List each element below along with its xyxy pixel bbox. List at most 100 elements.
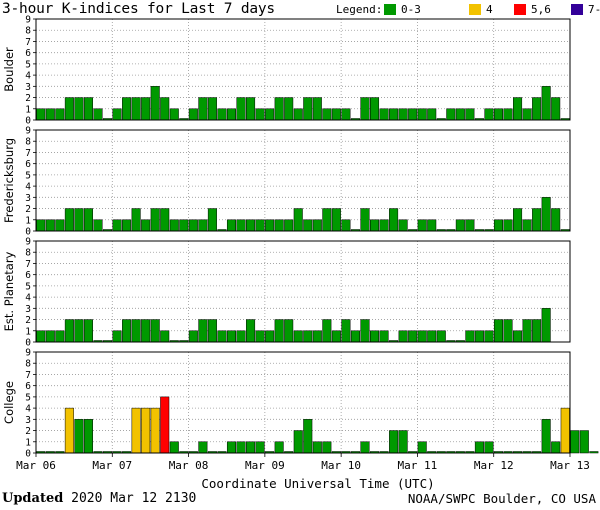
y-tick-label: 1	[25, 437, 31, 448]
k-index-bar	[74, 97, 84, 121]
y-tick-label: 4	[25, 71, 31, 82]
k-index-bar	[83, 208, 93, 232]
k-index-bar	[169, 219, 179, 232]
y-tick-label: 9	[25, 15, 31, 26]
k-index-bar	[55, 219, 65, 232]
k-index-bar	[255, 219, 265, 232]
y-tick-label: 2	[25, 426, 31, 437]
y-tick-label: 7	[25, 37, 31, 48]
x-tick-label: Mar 11	[398, 459, 438, 472]
k-index-bar	[131, 407, 141, 454]
legend-swatch	[469, 4, 481, 15]
k-index-bar	[122, 97, 132, 121]
panel-label: College	[2, 381, 16, 424]
k-index-bar	[64, 407, 74, 454]
y-tick-label: 8	[25, 26, 31, 37]
k-index-bar	[226, 219, 236, 232]
k-index-bar	[160, 396, 170, 454]
k-index-bar	[246, 97, 256, 121]
k-index-bar	[246, 219, 256, 232]
k-index-bar	[360, 319, 370, 343]
x-tick-label: Mar 09	[245, 459, 285, 472]
k-index-bar	[427, 330, 437, 343]
k-index-bar	[83, 419, 93, 454]
y-tick-label: 6	[25, 381, 31, 392]
k-index-bar	[284, 219, 294, 232]
k-index-bar	[217, 330, 227, 343]
updated-timestamp: Updated 2020 Mar 12 2130	[2, 491, 196, 506]
k-index-bar	[207, 208, 217, 232]
k-index-bar	[169, 108, 179, 121]
k-index-bar	[513, 97, 523, 121]
k-index-bar	[370, 330, 380, 343]
k-index-bar	[398, 108, 408, 121]
k-index-bar	[493, 108, 504, 121]
k-index-bar	[55, 330, 65, 343]
k-index-bar	[493, 219, 504, 232]
legend-item-label: 5,6	[531, 3, 551, 16]
panel-frame	[35, 18, 571, 121]
k-index-bar	[484, 108, 494, 121]
k-index-bar	[150, 407, 160, 454]
k-index-bar	[484, 330, 494, 343]
k-index-bar	[179, 219, 189, 232]
k-index-bar	[207, 97, 217, 121]
k-index-bar	[312, 97, 322, 121]
k-index-bar	[160, 330, 170, 343]
k-index-bar	[112, 330, 122, 343]
y-tick-label: 8	[25, 137, 31, 148]
k-index-bar	[474, 441, 484, 454]
k-index-bar	[570, 430, 580, 454]
k-index-bar	[160, 97, 170, 121]
x-tick-label: Mar 06	[16, 459, 56, 472]
y-tick-label: 0	[25, 338, 31, 349]
k-index-bar	[74, 208, 84, 232]
k-index-bar	[64, 208, 74, 232]
k-index-bar	[255, 108, 265, 121]
y-tick-label: 7	[25, 148, 31, 159]
k-index-bar	[341, 319, 351, 343]
k-index-bar	[560, 407, 570, 454]
k-index-bar	[551, 208, 561, 232]
k-index-bar	[589, 451, 599, 454]
y-tick-label: 8	[25, 248, 31, 259]
source-credit: NOAA/SWPC Boulder, CO USA	[407, 491, 596, 506]
k-index-bar	[188, 219, 198, 232]
k-index-bar	[522, 108, 532, 121]
k-index-bar	[541, 197, 551, 232]
k-index-bar	[312, 441, 322, 454]
y-tick-label: 9	[25, 126, 31, 137]
k-index-bar	[131, 319, 141, 343]
y-tick-label: 6	[25, 48, 31, 59]
k-index-bar	[579, 430, 589, 454]
panel-frame	[35, 129, 571, 232]
panel-background	[36, 130, 570, 231]
k-index-bar	[379, 330, 389, 343]
k-index-bar	[255, 330, 265, 343]
k-index-bar	[226, 330, 236, 343]
k-index-bar	[274, 441, 284, 454]
k-index-bar	[293, 430, 303, 454]
k-index-bar	[389, 208, 399, 232]
k-index-bar	[465, 330, 475, 343]
k-index-bar	[360, 441, 370, 454]
legend-item-label: 0-3	[401, 3, 421, 16]
k-index-bar	[226, 108, 236, 121]
y-tick-label: 0	[25, 116, 31, 127]
k-index-bar	[522, 319, 532, 343]
k-index-bar	[417, 441, 427, 454]
k-index-bar	[217, 108, 227, 121]
updated-value: 2020 Mar 12 2130	[71, 491, 197, 506]
k-index-bar	[532, 208, 542, 232]
y-tick-label: 0	[25, 227, 31, 238]
k-index-bar	[236, 330, 246, 343]
y-tick-label: 6	[25, 270, 31, 281]
k-index-bar	[45, 330, 55, 343]
panel-label: Est. Planetary	[2, 251, 16, 331]
k-index-bar	[293, 208, 303, 232]
y-tick-label: 7	[25, 370, 31, 381]
k-index-bar	[427, 108, 437, 121]
k-index-bar	[36, 330, 46, 343]
y-tick-label: 9	[25, 237, 31, 248]
k-index-bar	[265, 219, 275, 232]
